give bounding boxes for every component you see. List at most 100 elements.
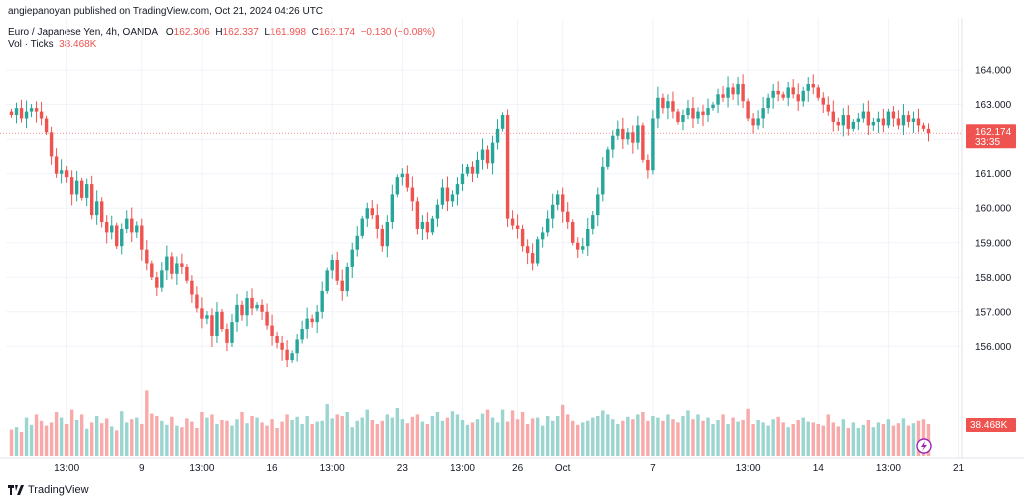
volume-bar bbox=[280, 421, 284, 456]
candle-body bbox=[220, 311, 224, 330]
volume-bar bbox=[535, 417, 540, 456]
candle-body bbox=[300, 329, 304, 340]
candle-body bbox=[646, 159, 650, 171]
candle-body bbox=[380, 228, 385, 247]
volume-bar bbox=[911, 423, 916, 456]
candle-body bbox=[591, 215, 595, 229]
volume-bar bbox=[751, 424, 755, 456]
volume-bar bbox=[841, 419, 846, 456]
candle-body bbox=[616, 128, 620, 136]
volume-bar bbox=[125, 422, 129, 456]
volume-bar bbox=[505, 421, 510, 456]
volume-bar bbox=[445, 417, 450, 456]
candle-body bbox=[245, 297, 249, 316]
candle-body bbox=[851, 121, 856, 129]
footer-brand[interactable]: TradingView bbox=[28, 484, 89, 496]
candle-body bbox=[49, 132, 54, 157]
candle-body bbox=[741, 83, 745, 102]
candle-body bbox=[726, 87, 730, 98]
time-tick-label: 13:00 bbox=[450, 463, 475, 474]
volume-label[interactable]: Vol · Ticks bbox=[8, 39, 54, 50]
candle-body bbox=[891, 111, 896, 119]
volume-bar bbox=[225, 420, 229, 456]
candle-body bbox=[746, 101, 750, 119]
candle-body bbox=[260, 304, 264, 312]
volume-bar bbox=[871, 427, 876, 456]
candle-body bbox=[550, 204, 555, 219]
volume-bar bbox=[515, 419, 520, 456]
volume-bar bbox=[851, 422, 856, 456]
candle-body bbox=[566, 211, 570, 223]
candle-body bbox=[455, 184, 460, 195]
volume-bar bbox=[801, 417, 805, 456]
price-chart[interactable]: 164.000163.000162.000161.000160.000159.0… bbox=[0, 0, 1024, 480]
volume-bar bbox=[74, 420, 79, 456]
candle-body bbox=[325, 270, 329, 292]
volume-bar bbox=[390, 417, 395, 456]
candle-body bbox=[505, 115, 510, 219]
volume-bar bbox=[741, 420, 745, 456]
candle-body bbox=[270, 325, 274, 336]
candle-body bbox=[806, 83, 810, 91]
volume-bar bbox=[831, 422, 835, 456]
candle-body bbox=[410, 187, 415, 202]
candle-body bbox=[921, 125, 926, 129]
candle-body bbox=[14, 108, 19, 116]
candle-body bbox=[545, 218, 550, 233]
volume-bar bbox=[641, 412, 645, 456]
candle-body bbox=[69, 177, 74, 195]
volume-bar bbox=[305, 416, 309, 456]
candle-body bbox=[405, 173, 410, 188]
volume-bar bbox=[44, 425, 49, 456]
candle-body bbox=[205, 315, 209, 319]
candle-body bbox=[385, 222, 390, 247]
candle-body bbox=[9, 111, 14, 116]
candle-body bbox=[791, 87, 795, 95]
volume-bar bbox=[540, 425, 545, 456]
volume-bar bbox=[816, 424, 820, 456]
candle-body bbox=[125, 218, 129, 229]
volume-bar bbox=[731, 417, 735, 456]
volume-bar bbox=[886, 419, 891, 456]
volume-bar bbox=[756, 420, 760, 456]
candle-body bbox=[926, 128, 931, 134]
volume-bar bbox=[766, 425, 770, 456]
flash-icon[interactable] bbox=[916, 438, 932, 454]
symbol-name[interactable]: Euro / Japanese Yen, 4h, OANDA bbox=[8, 27, 158, 38]
candle-body bbox=[886, 111, 891, 126]
candle-body bbox=[601, 166, 605, 195]
candle-body bbox=[135, 225, 139, 233]
candle-body bbox=[415, 201, 420, 229]
high-label: H bbox=[215, 27, 223, 38]
volume-bar bbox=[79, 414, 84, 456]
volume-bar bbox=[64, 424, 69, 456]
volume-bar bbox=[836, 426, 841, 456]
volume-bar bbox=[14, 427, 19, 456]
volume-bar bbox=[160, 420, 164, 456]
candle-body bbox=[866, 111, 871, 126]
volume-legend: Vol · Ticks 38.468K bbox=[8, 39, 96, 50]
volume-bar bbox=[420, 421, 425, 456]
volume-bar bbox=[706, 417, 710, 456]
candle-body bbox=[611, 135, 615, 150]
volume-bar bbox=[866, 420, 871, 456]
candle-body bbox=[110, 225, 114, 233]
volume-bar bbox=[921, 419, 926, 456]
grid-lines bbox=[0, 18, 1024, 459]
volume-bar bbox=[666, 414, 670, 456]
volume-bar bbox=[115, 430, 119, 456]
candle-body bbox=[250, 297, 254, 309]
volume-bar bbox=[696, 414, 700, 456]
volume-bar bbox=[545, 416, 550, 456]
candle-body bbox=[786, 87, 790, 98]
volume-bar bbox=[425, 424, 430, 456]
time-tick-label: 9 bbox=[139, 463, 145, 474]
volume-bar bbox=[320, 420, 324, 456]
volume-bar bbox=[39, 420, 44, 456]
volume-bar bbox=[250, 416, 254, 456]
candle-body bbox=[581, 246, 585, 250]
volume-bar bbox=[881, 424, 886, 456]
volume-bar bbox=[350, 427, 354, 456]
price-tick-label: 164.000 bbox=[975, 66, 1012, 77]
